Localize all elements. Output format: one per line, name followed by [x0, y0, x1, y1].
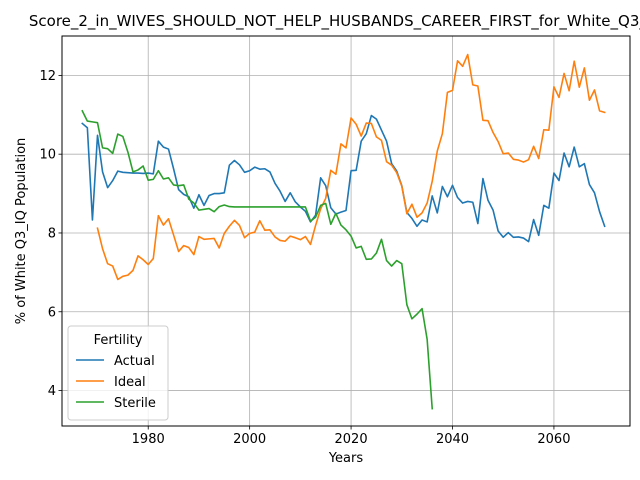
legend-box: [67, 325, 169, 421]
legend-label-actual: Actual: [114, 354, 155, 369]
y-tick-label: 8: [48, 226, 56, 241]
series-line-ideal: [96, 53, 606, 281]
legend-title: Fertility: [94, 333, 143, 348]
y-tick-label: 6: [48, 305, 56, 320]
chart-title: Score_2_in_WIVES_SHOULD_NOT_HELP_HUSBAND…: [29, 12, 640, 31]
y-tick-label: 12: [39, 69, 56, 84]
series-line-actual: [81, 114, 606, 243]
x-tick-label: 2040: [436, 432, 469, 447]
legend: Fertility Actual Ideal Sterile: [67, 325, 169, 421]
series-lines: [81, 53, 606, 410]
y-tick-label: 10: [39, 148, 56, 163]
x-axis-label: Years: [328, 451, 364, 466]
y-tick-label: 4: [48, 384, 56, 399]
series-line-sterile: [81, 109, 434, 410]
x-tick-label: 1980: [132, 432, 165, 447]
x-tick-label: 2020: [335, 432, 368, 447]
legend-label-ideal: Ideal: [114, 375, 146, 390]
plot-area-frame: [61, 35, 631, 427]
axis-ticks: 1980 2000 2020 2040 2060 4 6 8 10 12: [39, 69, 570, 447]
x-tick-label: 2060: [537, 432, 570, 447]
x-tick-label: 2000: [233, 432, 266, 447]
y-axis-label: % of White Q3_IQ Population: [14, 138, 29, 325]
legend-label-sterile: Sterile: [114, 396, 156, 411]
legend-entries: Actual Ideal Sterile: [76, 354, 156, 411]
